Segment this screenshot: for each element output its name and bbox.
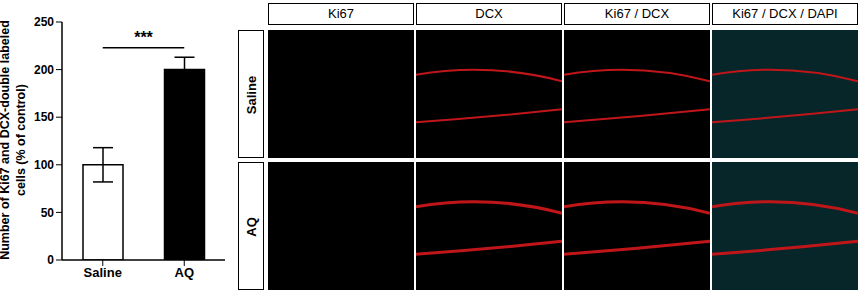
html-text:Ki67 / DCX / DAPI: Ki67 / DCX / DAPI <box>732 6 838 21</box>
html-text:DCX: DCX <box>475 6 503 21</box>
html-text:Saline: Saline <box>244 75 259 115</box>
html-text:Ki67: Ki67 <box>328 6 354 21</box>
svg-text:***: *** <box>134 29 153 46</box>
svg-text:100: 100 <box>34 158 54 172</box>
svg-text:0: 0 <box>47 253 54 267</box>
html-text:Ki67 / DCX: Ki67 / DCX <box>604 6 670 21</box>
svg-text:Saline: Saline <box>84 265 122 280</box>
svg-text:AQ: AQ <box>175 265 195 280</box>
html-text:AQ: AQ <box>244 217 259 237</box>
svg-text:50: 50 <box>41 206 55 220</box>
svg-text:250: 250 <box>34 15 54 29</box>
svg-text:150: 150 <box>34 110 54 124</box>
svg-text:200: 200 <box>34 63 54 77</box>
